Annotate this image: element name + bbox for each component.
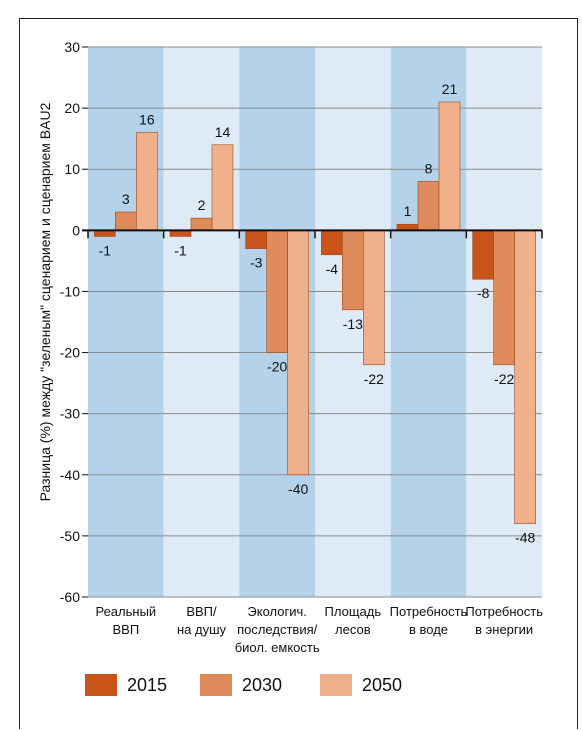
legend-swatch [320,674,352,696]
x-category-label: Потребность в воде [390,604,468,637]
x-category-label: Потребность в энергии [465,604,543,637]
bar [321,230,343,256]
x-category-label: Реальный ВВП [95,604,156,637]
chart-frame [19,18,578,729]
y-tick-label: 10 [64,161,80,177]
data-label: 1 [404,203,412,219]
bar [472,230,494,280]
y-tick-label: 0 [72,222,80,238]
data-label: -20 [267,359,287,375]
bar [115,211,137,231]
data-label: -3 [250,255,263,271]
bar [342,230,364,311]
legend-label: 2050 [362,674,403,695]
data-label: -1 [174,242,187,258]
bar [514,230,536,524]
y-tick-label: -40 [60,467,80,483]
bar [190,217,213,231]
bar [287,230,309,476]
y-tick-label: -10 [60,283,80,299]
bar [211,144,234,231]
legend-item: 2050 [320,674,402,696]
legend-label: 2030 [242,674,283,695]
y-tick-label: 30 [64,39,80,55]
legend-swatch [85,674,117,696]
category-band [88,47,164,597]
data-label: -8 [477,285,490,301]
x-category-label: Экологич. последствия/биол. емкость [235,604,320,655]
legend-item: 2015 [85,674,167,696]
y-tick-label: -50 [60,528,80,544]
data-label: -1 [99,242,112,258]
data-label: 8 [425,160,433,176]
y-tick-label: -20 [60,345,80,361]
data-label: -13 [343,316,363,332]
y-axis-label: Разница (%) между "зеленым" сценарием и … [37,102,53,501]
data-label: -40 [288,481,308,497]
legend-item: 2030 [200,674,282,696]
data-label: 14 [215,124,231,140]
data-label: 16 [139,112,155,128]
x-category-label: Площадь лесов [325,604,382,637]
legend-label: 2015 [127,674,168,695]
bar [136,132,158,231]
data-label: -48 [515,530,535,546]
y-tick-label: -60 [60,589,80,605]
y-tick-label: 20 [64,100,80,116]
data-label: -22 [364,371,384,387]
bar [493,230,515,366]
x-category-label: ВВП/на душу [177,604,227,637]
category-band [163,47,240,597]
bar [417,181,440,231]
y-tick-label: -30 [60,406,80,422]
data-label: 21 [442,81,458,97]
legend-swatch [200,674,232,696]
bar [245,230,267,249]
bar [363,230,385,366]
data-label: 2 [198,197,206,213]
bar [438,101,461,231]
bar [266,230,288,353]
data-label: -22 [494,371,514,387]
data-label: -4 [326,261,339,277]
data-label: 3 [122,191,130,207]
